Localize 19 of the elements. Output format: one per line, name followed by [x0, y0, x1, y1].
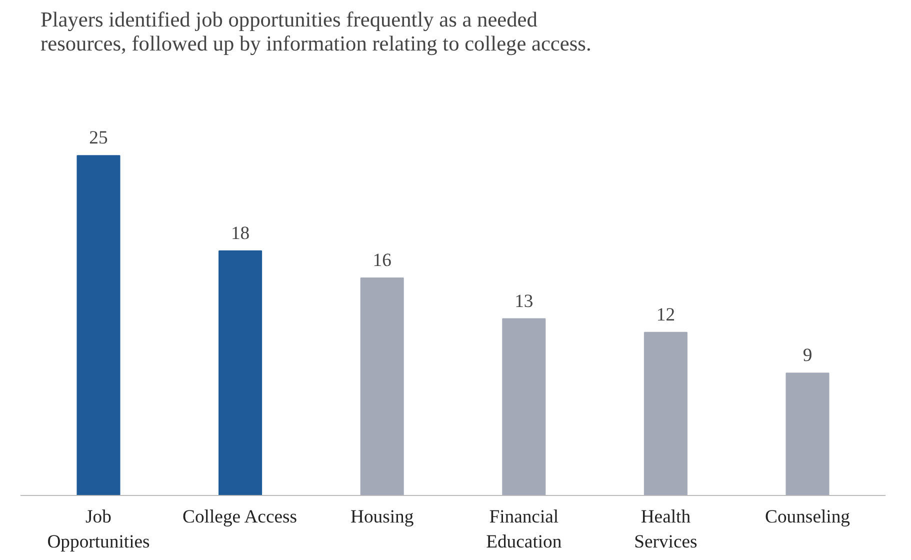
bar [218, 250, 262, 496]
bar [76, 155, 120, 496]
bar [360, 278, 404, 496]
x-tick-label: Job Opportunities [47, 506, 150, 553]
bar [502, 318, 546, 496]
data-label: 13 [514, 290, 534, 312]
data-label: 18 [230, 222, 250, 244]
x-tick-label: Counseling [765, 506, 850, 528]
data-label: 12 [656, 304, 676, 326]
x-tick-label: Housing [350, 506, 414, 528]
bar [644, 332, 688, 496]
data-label: 25 [89, 128, 108, 149]
data-label: 16 [372, 250, 392, 271]
x-tick-label: College Access [182, 506, 298, 528]
data-label: 9 [802, 345, 812, 366]
x-tick-label: Health Services [634, 506, 698, 553]
chart-title: Players identified job opportunities frequently as a needed resources, followed up by information relating to college access. [40, 8, 592, 56]
x-tick-label: Financial Education [486, 506, 562, 553]
bar [786, 372, 830, 496]
